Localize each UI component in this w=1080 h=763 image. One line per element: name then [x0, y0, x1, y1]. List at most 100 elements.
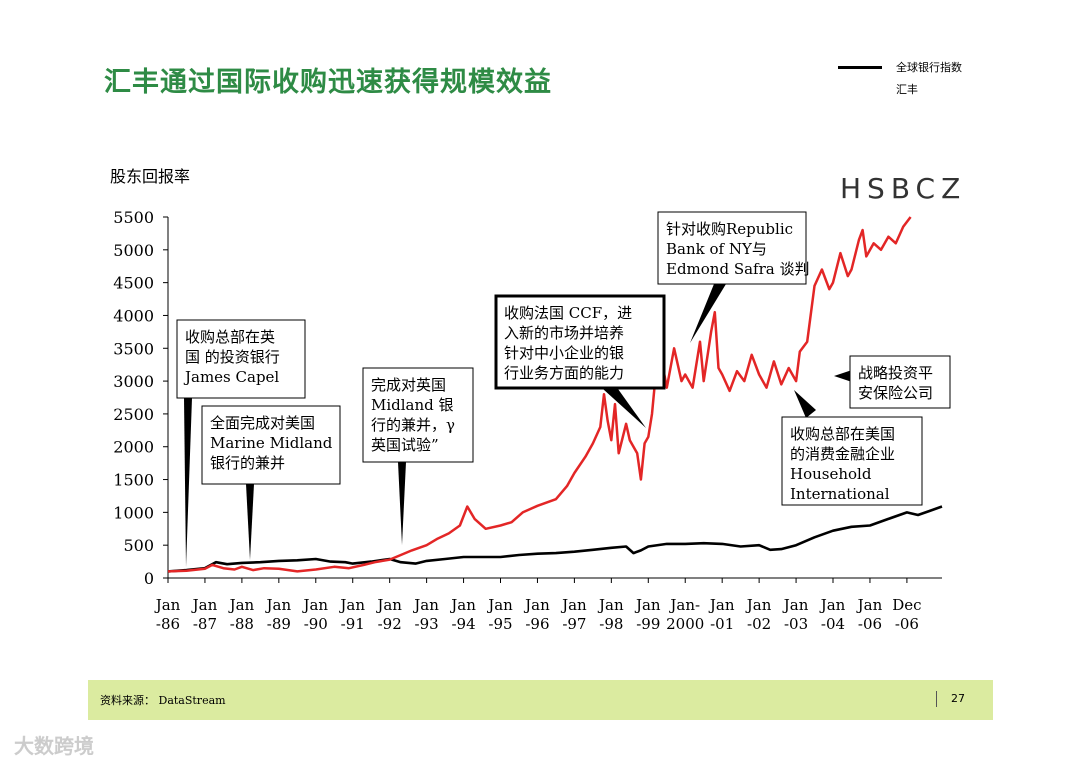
x-tick-label: Jan [782, 596, 809, 614]
footer-divider [936, 691, 937, 707]
x-tick-label: Jan [375, 596, 402, 614]
y-tick-label: 500 [123, 536, 154, 555]
callout-text-midland: 完成对英国 [371, 376, 446, 394]
x-tick-label: -97 [562, 615, 586, 633]
callout-text-midland: Midland 银 [371, 396, 454, 414]
x-tick-label: Jan [449, 596, 476, 614]
callout-text-ccf: 针对中小企业的银 [504, 344, 624, 362]
callout-text-republic: Edmond Safra 谈判 [666, 260, 810, 278]
callout-text-household: International [790, 485, 890, 503]
x-tick-label: Jan- [668, 596, 700, 614]
callout-text-marine-midland: 银行的兼并 [210, 454, 285, 472]
y-tick-label: 2000 [113, 438, 154, 457]
callout-text-household: 收购总部在美国 [790, 425, 895, 443]
y-tick-label: 3000 [113, 372, 154, 391]
callout-text-marine-midland: Marine Midland [210, 434, 333, 452]
x-tick-label: -98 [599, 615, 623, 633]
x-tick-label: Jan [228, 596, 255, 614]
callout-box-marine-midland [201, 405, 341, 485]
page-number: 27 [951, 692, 965, 705]
y-tick-label: 3500 [113, 339, 154, 358]
x-tick-label: Jan [191, 596, 218, 614]
x-tick-label: Jan [560, 596, 587, 614]
series-line-bank-index [167, 505, 943, 573]
callout-text-republic: 针对收购Republic [666, 220, 793, 238]
y-tick-label: 5000 [113, 241, 154, 260]
callout-box-ccf [494, 294, 666, 390]
x-tick-label: Jan [301, 596, 328, 614]
x-tick-label: -91 [341, 615, 365, 633]
x-tick-label: -06 [858, 615, 882, 633]
x-tick-label: -88 [230, 615, 254, 633]
callout-box-republic [657, 211, 807, 285]
y-tick-label: 4000 [113, 306, 154, 325]
x-tick-label: Jan [265, 596, 292, 614]
callout-pointer [184, 398, 192, 567]
chart-area: 0 500 1000 1500 2000 2500 3000 3500 4000 4500 5000… [113, 208, 951, 633]
callout-box-midland [362, 367, 474, 463]
y-tick-label: 5500 [113, 208, 154, 227]
x-tick-label: Jan [523, 596, 550, 614]
page-title: 汇丰通过国际收购迅速获得规模效益 [104, 67, 552, 98]
x-tick-label: 2000 [666, 615, 704, 633]
legend-item-hsbc: 汇丰 [838, 78, 962, 100]
x-tick-label: Jan [338, 596, 365, 614]
callout-pointer [794, 390, 816, 418]
y-tick-label: 0 [144, 569, 154, 588]
x-tick-label: -04 [821, 615, 845, 633]
legend-swatch-bank-index [838, 65, 882, 69]
x-tick-label: Jan [819, 596, 846, 614]
legend-label-hsbc: 汇丰 [896, 83, 918, 96]
watermark-text: HSBCZ [840, 172, 967, 205]
x-tick-label: -87 [193, 615, 217, 633]
x-tick-label: Jan [634, 596, 661, 614]
callout-text-household: Household [790, 465, 872, 483]
source-note: 资料来源： DataStream [100, 694, 226, 707]
callout-text-james-capel: 国 的投资银行 [185, 348, 280, 366]
x-tick-label: -89 [267, 615, 291, 633]
callout-text-ping-an: 战略投资平 [858, 364, 933, 382]
series-line-hsbc [167, 216, 912, 573]
x-tick-label: -92 [378, 615, 402, 633]
legend: 全球银行指数 汇丰 [838, 56, 962, 100]
callout-text-ping-an: 安保险公司 [858, 384, 933, 402]
callout-text-james-capel: James Capel [183, 368, 279, 386]
y-tick-label: 1000 [113, 503, 154, 522]
x-tick-label: -01 [710, 615, 734, 633]
x-tick-label: -94 [451, 615, 475, 633]
x-tick-label: Jan [486, 596, 513, 614]
x-tick-label: Jan [154, 596, 181, 614]
x-tick-label: Jan [412, 596, 439, 614]
callout-text-ccf: 行业务方面的能力 [504, 364, 624, 382]
x-tick-label: -96 [525, 615, 549, 633]
callout-box-james-capel [176, 319, 306, 399]
callout-text-james-capel: 收购总部在英 [185, 328, 275, 346]
callout-box-ping-an [849, 355, 951, 409]
x-tick-label: Dec [892, 596, 921, 614]
legend-label-bank-index: 全球银行指数 [896, 61, 962, 74]
x-tick-label: Jan [856, 596, 883, 614]
callout-pointer [246, 484, 254, 560]
x-tick-label: Jan [745, 596, 772, 614]
y-axis-label: 股东回报率 [110, 167, 191, 186]
footer-bar: 资料来源： DataStream 27 [88, 680, 993, 720]
y-tick-label: 2500 [113, 405, 154, 424]
legend-item-bank-index: 全球银行指数 [838, 56, 962, 78]
callout-box-household [781, 416, 923, 506]
x-tick-label: -03 [784, 615, 808, 633]
callout-text-ccf: 入新的市场并培养 [504, 324, 624, 342]
x-tick-label: -95 [488, 615, 512, 633]
x-tick-label: -93 [415, 615, 439, 633]
callout-text-household: 的消费金融企业 [790, 445, 895, 463]
x-tick-label: Jan [597, 596, 624, 614]
callout-text-midland: 英国试验” [371, 436, 439, 454]
x-tick-label: -99 [636, 615, 660, 633]
x-tick-label: Jan [708, 596, 735, 614]
x-tick-label: -06 [895, 615, 919, 633]
y-tick-label: 1500 [113, 471, 154, 490]
callout-text-republic: Bank of NY与 [666, 240, 767, 258]
x-tick-label: -86 [156, 615, 180, 633]
y-tick-label: 4500 [113, 274, 154, 293]
callout-text-midland: 行的兼并，γ [371, 416, 455, 434]
callout-text-ccf: 收购法国 CCF，进 [504, 304, 632, 322]
